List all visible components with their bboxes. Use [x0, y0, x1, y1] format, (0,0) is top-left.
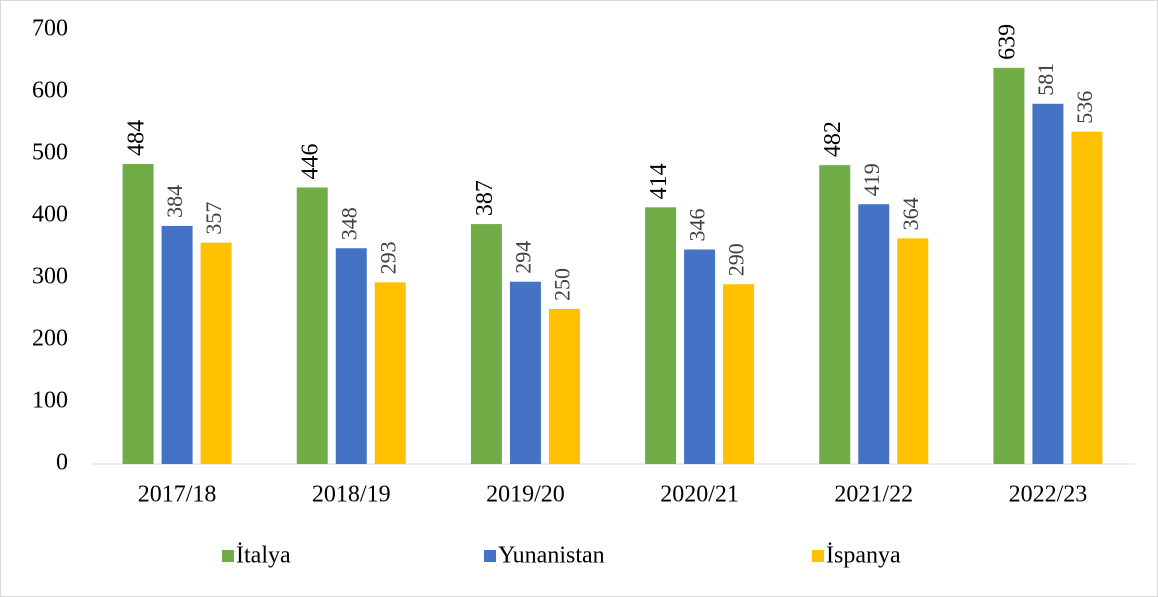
data-label: 414 — [646, 163, 672, 199]
data-label: 293 — [375, 241, 400, 274]
bar — [335, 248, 367, 464]
y-tick-label: 500 — [32, 140, 68, 166]
bar — [470, 224, 502, 464]
legend-swatch — [812, 550, 824, 562]
data-label: 387 — [472, 180, 498, 216]
bar — [1071, 131, 1103, 464]
bar — [858, 204, 890, 464]
bar — [161, 225, 193, 464]
data-label: 364 — [898, 197, 923, 230]
x-tick-label: 2017/18 — [138, 482, 217, 508]
y-tick-label: 300 — [32, 264, 68, 290]
data-label: 346 — [685, 208, 710, 241]
data-label: 446 — [298, 143, 324, 179]
data-label: 384 — [162, 185, 187, 218]
x-tick-label: 2019/20 — [486, 482, 565, 508]
bar — [819, 165, 851, 464]
bar — [993, 67, 1025, 464]
bar — [645, 207, 677, 464]
x-tick-label: 2018/19 — [312, 482, 391, 508]
bar — [723, 284, 755, 464]
x-tick-label: 2020/21 — [660, 482, 739, 508]
x-tick-label: 2022/23 — [1009, 482, 1088, 508]
data-label: 639 — [994, 24, 1020, 60]
data-label: 348 — [336, 207, 361, 240]
legend-swatch — [222, 550, 234, 562]
x-tick-label: 2021/22 — [834, 482, 913, 508]
legend-swatch — [484, 550, 496, 562]
bar — [296, 187, 328, 465]
data-label: 290 — [724, 243, 749, 276]
bar — [548, 309, 580, 464]
y-tick-label: 400 — [32, 202, 68, 228]
y-tick-label: 200 — [32, 326, 68, 352]
legend-label: Yunanistan — [498, 543, 605, 569]
bar — [122, 163, 154, 465]
y-tick-label: 0 — [56, 450, 68, 476]
y-tick-label: 600 — [32, 78, 68, 104]
bar — [200, 242, 232, 464]
data-label: 581 — [1033, 63, 1058, 96]
data-label: 250 — [549, 268, 574, 301]
data-label: 482 — [820, 121, 846, 157]
legend-label: İtalya — [236, 543, 291, 569]
legend-label: İspanya — [826, 543, 901, 569]
bar — [509, 281, 541, 464]
data-label: 357 — [201, 202, 226, 235]
y-tick-label: 700 — [32, 16, 68, 42]
bar — [897, 238, 929, 464]
bar — [374, 282, 406, 464]
data-label: 536 — [1072, 91, 1097, 124]
data-label: 294 — [510, 241, 535, 274]
bar — [1032, 103, 1064, 464]
y-tick-label: 100 — [32, 388, 68, 414]
data-label: 484 — [124, 120, 150, 156]
data-label: 419 — [859, 163, 884, 196]
bar — [684, 249, 716, 464]
